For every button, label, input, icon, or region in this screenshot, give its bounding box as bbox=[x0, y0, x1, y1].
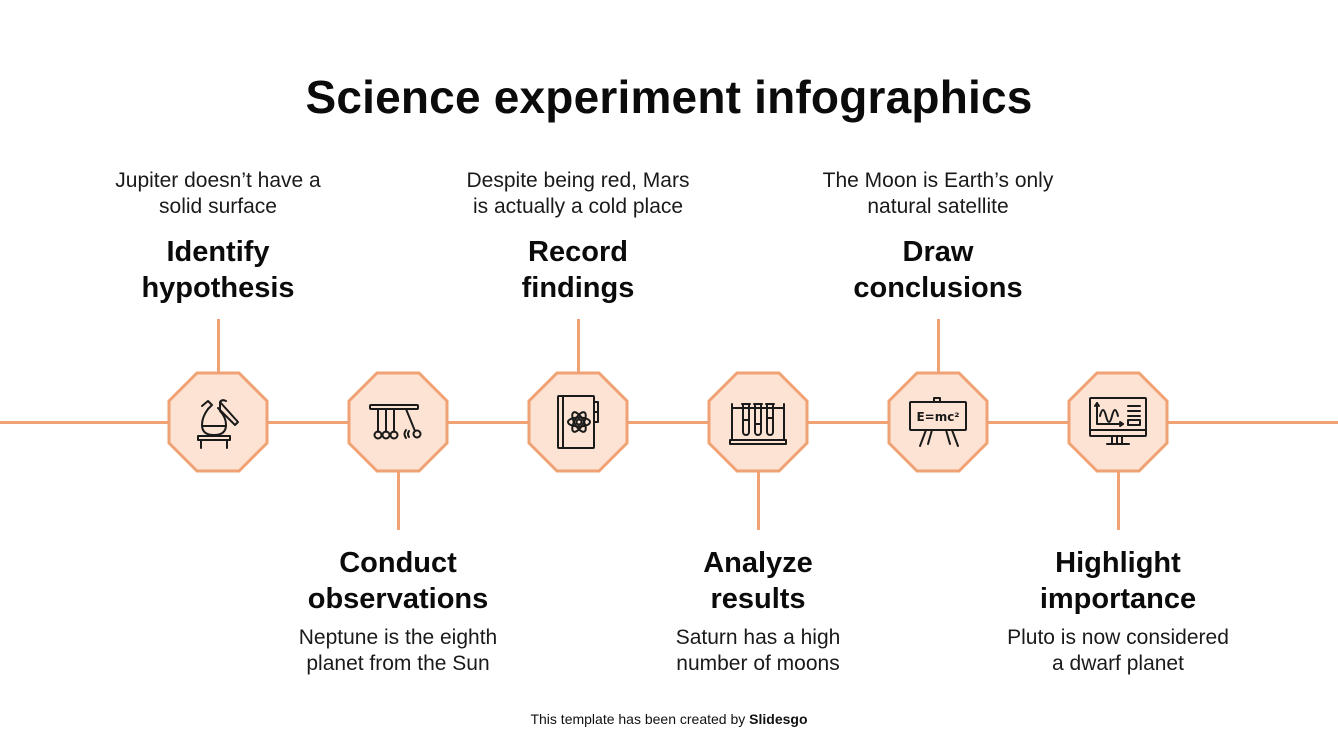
atom-notebook-icon bbox=[557, 395, 599, 449]
step-6-heading: Highlight importance bbox=[1039, 547, 1197, 615]
step-4-heading: Analyze results bbox=[703, 547, 813, 615]
step-2-text: Conduct observations Neptune is the eigh… bbox=[248, 545, 548, 677]
test-tube-rack-icon bbox=[729, 403, 787, 445]
connector-step-4 bbox=[757, 471, 760, 530]
slide-title: Science experiment infographics bbox=[305, 71, 1033, 123]
footer-prefix: This template has been created by bbox=[530, 711, 750, 727]
timeline-line bbox=[0, 421, 1338, 424]
octagon-shape bbox=[707, 371, 809, 473]
octagon-shape bbox=[347, 371, 449, 473]
emc2-label: E=mc² bbox=[916, 410, 959, 424]
step-5-text: The Moon is Earth’s only natural satelli… bbox=[788, 168, 1088, 306]
connector-step-1 bbox=[217, 319, 220, 374]
footer-credit: This template has been created by Slides… bbox=[0, 711, 1338, 727]
octagon-shape bbox=[167, 371, 269, 473]
newtons-cradle-icon bbox=[369, 404, 422, 440]
step-3-text: Despite being red, Mars is actually a co… bbox=[428, 168, 728, 306]
step-4-description: Saturn has a high number of moons bbox=[675, 626, 841, 675]
step-1-heading: Identify hypothesis bbox=[141, 236, 295, 304]
step-node-2 bbox=[347, 371, 449, 473]
footer-brand-link[interactable]: Slidesgo bbox=[749, 711, 808, 727]
step-node-5: E=mc² bbox=[887, 371, 989, 473]
blackboard-emc2-icon: E=mc² bbox=[909, 397, 967, 447]
step-5-description: The Moon is Earth’s only natural satelli… bbox=[822, 169, 1054, 218]
connector-step-3 bbox=[577, 319, 580, 374]
connector-step-5 bbox=[937, 319, 940, 374]
step-node-4 bbox=[707, 371, 809, 473]
distillation-flask-icon bbox=[197, 399, 239, 449]
step-node-3 bbox=[527, 371, 629, 473]
monitor-chart-icon bbox=[1089, 397, 1147, 445]
connector-step-6 bbox=[1117, 471, 1120, 530]
connector-step-2 bbox=[397, 471, 400, 530]
step-node-6 bbox=[1067, 371, 1169, 473]
step-6-description: Pluto is now considered a dwarf planet bbox=[1007, 626, 1229, 675]
octagon-shape bbox=[527, 371, 629, 473]
step-4-text: Analyze results Saturn has a high number… bbox=[608, 545, 908, 677]
step-node-1 bbox=[167, 371, 269, 473]
step-2-heading: Conduct observations bbox=[307, 547, 489, 615]
step-2-description: Neptune is the eighth planet from the Su… bbox=[298, 626, 498, 675]
step-3-heading: Record findings bbox=[521, 236, 635, 304]
octagon-shape bbox=[887, 371, 989, 473]
step-5-heading: Draw conclusions bbox=[853, 236, 1023, 304]
step-1-description: Jupiter doesn’t have a solid surface bbox=[115, 169, 321, 218]
step-1-text: Jupiter doesn’t have a solid surface Ide… bbox=[68, 168, 368, 306]
step-6-text: Highlight importance Pluto is now consid… bbox=[968, 545, 1268, 677]
step-3-description: Despite being red, Mars is actually a co… bbox=[466, 169, 690, 218]
